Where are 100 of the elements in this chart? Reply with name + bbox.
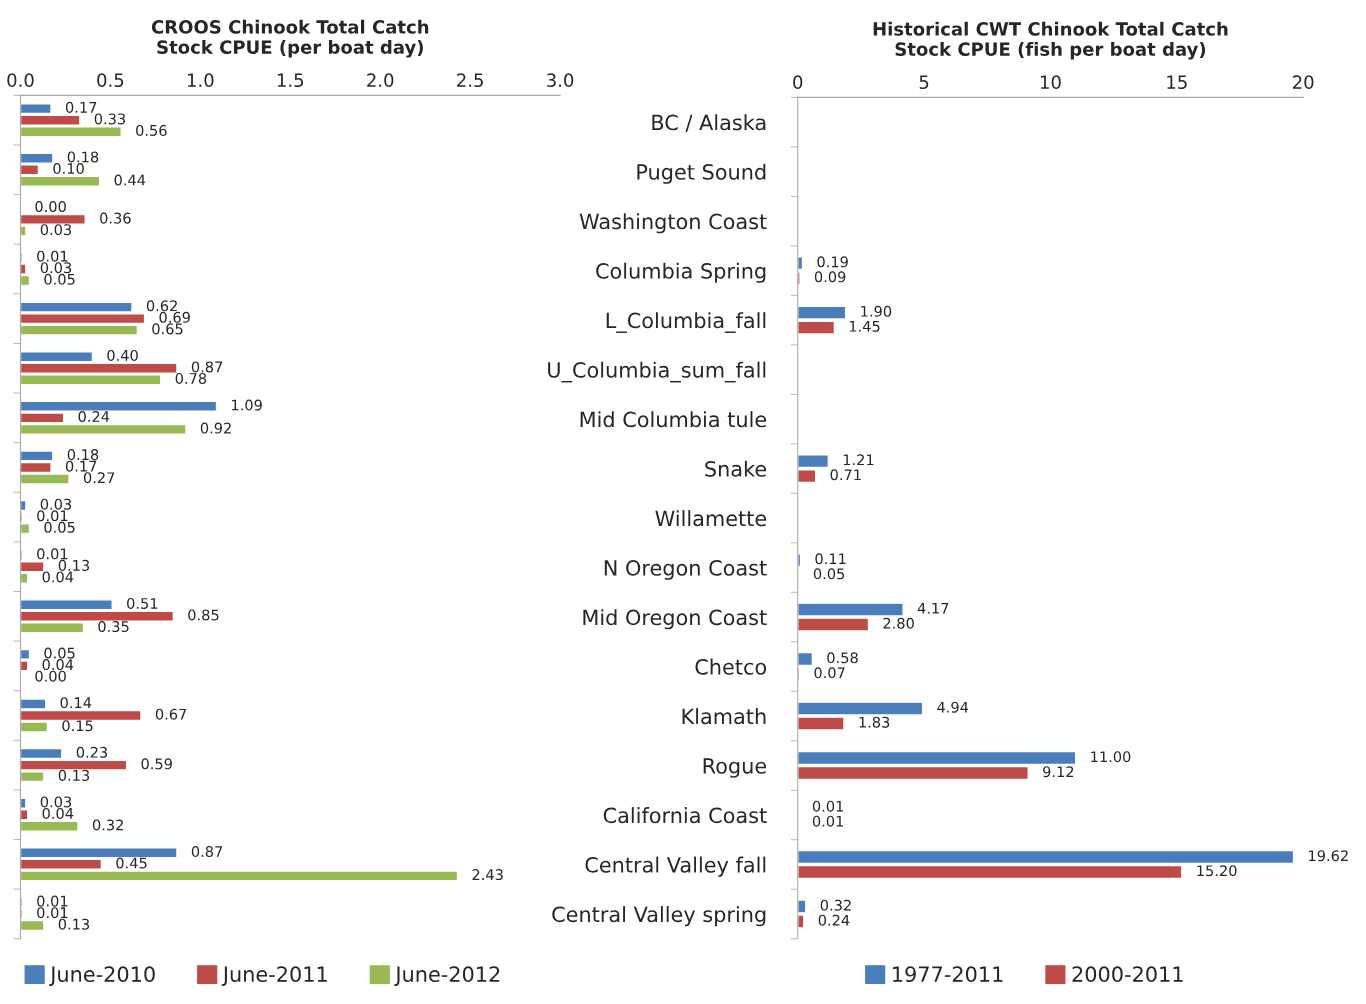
data-label: 0.44 <box>114 174 146 186</box>
data-label: 19.62 <box>1309 850 1348 862</box>
chart-title: CROOS Chinook Total Catch Stock CPUE (per boat day) <box>151 19 429 58</box>
data-label: 0.04 <box>42 571 74 583</box>
y-tick-label: L_Columbia_fall <box>606 312 766 333</box>
data-label: 1.90 <box>861 305 892 317</box>
x-tick-label: 15 <box>1167 75 1187 90</box>
data-label: 0.18 <box>67 449 99 461</box>
x-tick-label: 0.5 <box>97 73 124 88</box>
data-label: 0.69 <box>159 311 190 323</box>
data-label: 0.33 <box>94 113 126 125</box>
x-tick-label: 2.5 <box>457 73 483 88</box>
data-label: 0.62 <box>146 300 177 312</box>
legend-label: June-2010 <box>49 966 155 986</box>
data-label: 0.03 <box>40 262 72 274</box>
data-label: 0.40 <box>107 349 138 361</box>
data-label: 0.24 <box>78 411 110 423</box>
data-label: 4.94 <box>937 701 969 713</box>
y-tick-label: Rogue <box>703 758 767 778</box>
data-label: 1.09 <box>232 399 262 411</box>
data-label: 11.00 <box>1091 751 1131 763</box>
data-label: 0.04 <box>42 807 74 819</box>
y-tick-label: Mid Columbia tule <box>580 411 767 428</box>
data-label: 0.17 <box>65 101 97 113</box>
data-label: 0.23 <box>76 746 108 758</box>
y-tick-label: Puget Sound <box>637 163 766 184</box>
data-label: 0.01 <box>812 815 844 827</box>
x-tick-label: 3.0 <box>547 73 574 88</box>
data-label: 0.27 <box>83 472 115 484</box>
legend-label: 1977-2011 <box>893 966 1003 983</box>
data-label: 0.67 <box>155 708 187 720</box>
y-tick-label: BC / Alaska <box>652 114 766 132</box>
x-tick-label: 0.0 <box>7 73 34 88</box>
data-label: 0.01 <box>37 510 68 522</box>
legend-label: June-2011 <box>221 966 327 986</box>
data-label: 0.05 <box>44 521 75 533</box>
x-tick-label: 1.5 <box>277 73 304 88</box>
y-tick-label: Chetco <box>695 658 767 675</box>
data-label: 1.45 <box>849 320 880 332</box>
data-label: 0.87 <box>191 361 223 373</box>
data-label: 0.00 <box>35 201 66 213</box>
data-label: 0.05 <box>44 273 75 285</box>
data-label: 0.58 <box>827 652 858 664</box>
data-label: 4.17 <box>917 602 949 614</box>
data-label: 0.36 <box>100 212 131 224</box>
data-label: 0.51 <box>127 597 158 609</box>
chart-title: Historical CWT Chinook Total Catch Stock CPUE (fish per boat day) <box>873 21 1228 60</box>
data-label: 0.04 <box>42 659 74 671</box>
data-label: 0.13 <box>58 559 90 571</box>
legend-label: June-2012 <box>394 966 500 986</box>
data-label: 0.13 <box>58 769 90 781</box>
data-label: 0.92 <box>200 422 231 434</box>
data-label: 15.20 <box>1197 865 1237 877</box>
y-tick-label: U_Columbia_sum_fall <box>548 361 766 383</box>
data-label: 0.15 <box>62 720 93 732</box>
data-label: 2.80 <box>883 617 914 629</box>
data-label: 0.24 <box>818 914 850 926</box>
data-label: 0.13 <box>58 918 90 930</box>
x-tick-label: 0 <box>793 75 803 90</box>
x-tick-label: 2.0 <box>367 73 394 88</box>
data-label: 0.03 <box>40 498 72 510</box>
data-label: 0.01 <box>37 548 68 560</box>
data-label: 0.85 <box>188 609 219 621</box>
y-tick-label: Washington Coast <box>579 213 767 234</box>
data-label: 0.18 <box>67 151 99 163</box>
data-label: 0.05 <box>813 568 845 580</box>
data-label: 0.56 <box>136 124 167 136</box>
data-label: 0.35 <box>98 621 129 633</box>
data-label: 1.21 <box>843 454 874 466</box>
y-tick-label: Columbia Spring <box>596 262 766 283</box>
y-tick-label: Central Valley fall <box>585 856 766 877</box>
data-label: 0.78 <box>175 372 207 384</box>
data-label: 0.19 <box>817 256 848 268</box>
y-tick-label: California Coast <box>603 807 767 824</box>
x-tick-label: 1.0 <box>187 73 214 88</box>
y-tick-label: Snake <box>705 460 767 477</box>
data-label: 0.10 <box>53 162 84 175</box>
data-label: 0.07 <box>814 667 845 679</box>
data-label: 9.12 <box>1043 766 1074 778</box>
y-tick-label: Mid Oregon Coast <box>583 609 767 630</box>
data-label: 0.59 <box>141 758 172 770</box>
y-tick-label: N Oregon Coast <box>604 560 767 580</box>
data-label: 0.45 <box>116 857 147 869</box>
data-label: 0.11 <box>815 553 846 565</box>
x-tick-label: 5 <box>919 75 929 90</box>
data-label: 0.01 <box>37 907 68 919</box>
data-label: 0.01 <box>37 250 68 262</box>
data-label: 0.32 <box>820 899 851 911</box>
data-label: 0.01 <box>812 800 844 812</box>
legend-label: 2000-2011 <box>1072 966 1183 983</box>
y-tick-label: Central Valley spring <box>552 906 766 927</box>
data-label: 1.83 <box>859 716 890 728</box>
data-label: 0.09 <box>814 271 846 283</box>
data-label: 2.43 <box>472 869 503 881</box>
data-label: 0.03 <box>40 224 72 236</box>
data-label: 0.65 <box>152 323 183 335</box>
data-label: 0.01 <box>37 895 68 907</box>
data-label: 0.87 <box>191 845 223 858</box>
data-label: 0.17 <box>65 460 97 472</box>
data-label: 0.32 <box>92 819 123 831</box>
